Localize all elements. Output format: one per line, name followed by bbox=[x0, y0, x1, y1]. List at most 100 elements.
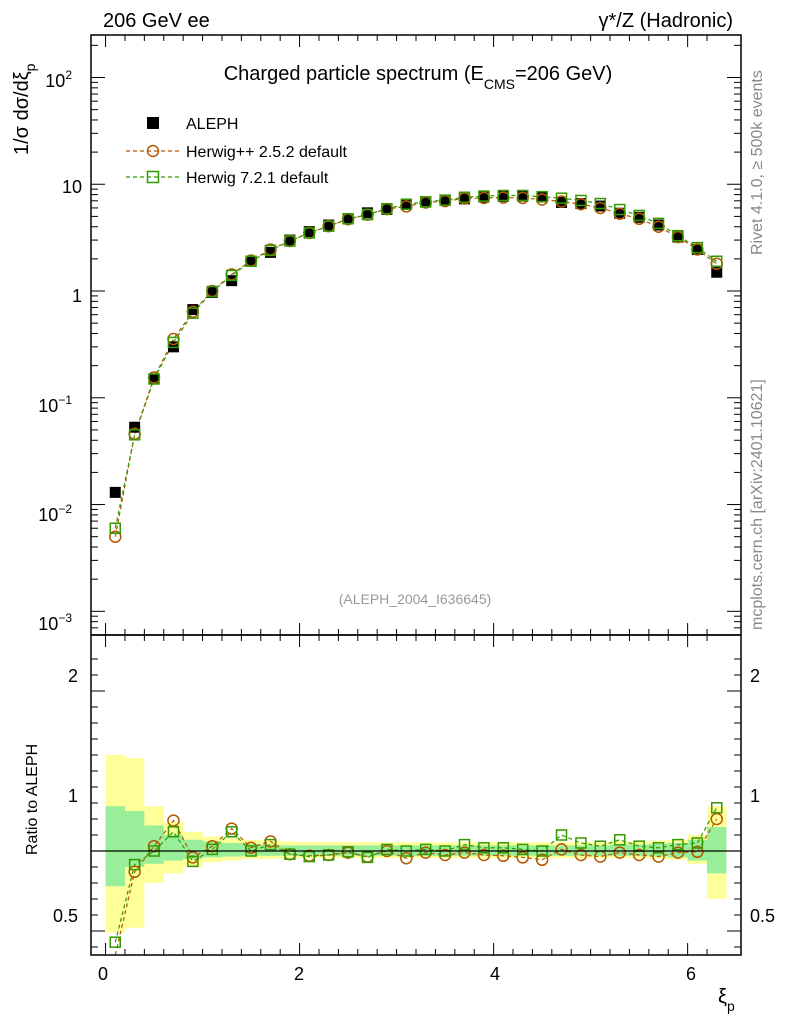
ytick-label-100-base: 10 bbox=[45, 71, 65, 91]
analysis-watermark: (ALEPH_2004_I636645) bbox=[339, 591, 492, 607]
aleph-point bbox=[614, 207, 626, 219]
ratio-bands bbox=[105, 755, 727, 933]
herwig7-point bbox=[613, 203, 626, 216]
aleph-point bbox=[711, 266, 723, 278]
aleph-point bbox=[497, 190, 509, 202]
herwig7-point bbox=[342, 213, 354, 225]
herwig7-ratio-point bbox=[284, 848, 296, 860]
herwig7-point bbox=[245, 255, 257, 268]
ytick-label-1: 1 bbox=[72, 286, 82, 306]
ytick-label-0p1-exp: −1 bbox=[58, 393, 72, 407]
herwig7-point bbox=[381, 202, 393, 215]
herwigpp-ratio-point bbox=[535, 853, 549, 867]
herwig7-ratio-point bbox=[206, 843, 219, 856]
aleph-point bbox=[264, 246, 276, 258]
herwig7-ratio-point bbox=[419, 843, 432, 856]
aleph-point bbox=[400, 198, 412, 210]
herwig7-ratio-point bbox=[128, 858, 141, 871]
herwig7-point bbox=[478, 190, 490, 202]
herwig7-point bbox=[109, 522, 122, 534]
aleph-point bbox=[187, 304, 199, 316]
herwig7-point bbox=[206, 285, 219, 298]
aleph-point bbox=[439, 194, 451, 206]
herwig7-point bbox=[303, 227, 316, 239]
rivet-label: Rivet 4.1.0, ≥ 500k events bbox=[749, 70, 766, 255]
ratio-ytick-label-2: 2 bbox=[68, 666, 78, 686]
title-prefix: Charged particle spectrum (E bbox=[224, 63, 484, 85]
herwig7-point bbox=[419, 196, 432, 208]
aleph-point bbox=[109, 486, 121, 498]
x-axis-label-sub: p bbox=[727, 998, 735, 1014]
ytick-label-0p1: 10−1 bbox=[38, 393, 72, 416]
ytick-label-0p001-base: 10 bbox=[38, 614, 58, 634]
ytick-label-0p01-base: 10 bbox=[38, 505, 58, 525]
herwig7-point bbox=[633, 209, 645, 222]
aleph-point bbox=[536, 191, 548, 203]
herwigpp-ratio-point bbox=[516, 851, 529, 864]
ratio-band-green bbox=[707, 827, 727, 874]
header-left: 206 GeV ee bbox=[103, 10, 210, 32]
herwigpp-ratio-point bbox=[671, 846, 685, 859]
xtick-label-2: 2 bbox=[294, 964, 304, 984]
ytick-label-0p01: 10−2 bbox=[38, 502, 72, 525]
x-axis-label: ξp bbox=[718, 986, 735, 1014]
herwig7-point bbox=[361, 208, 374, 221]
legend-marker-aleph bbox=[147, 117, 159, 129]
ratio-band-green bbox=[221, 843, 242, 857]
axes bbox=[91, 35, 741, 955]
ratio-band-green bbox=[105, 806, 125, 887]
herwigpp-ratio-point bbox=[497, 849, 510, 863]
ratio-line-1 bbox=[114, 818, 718, 956]
aleph-point bbox=[575, 198, 587, 210]
x-axis-label-text: ξ bbox=[718, 986, 727, 1008]
aleph-point bbox=[284, 234, 296, 246]
aleph-point bbox=[672, 231, 684, 243]
ytick-label-0p001-exp: −3 bbox=[58, 611, 72, 625]
herwig7-point bbox=[575, 194, 587, 207]
ratio-band-green bbox=[163, 835, 184, 861]
header-right: γ*/Z (Hadronic) bbox=[599, 10, 733, 32]
plot-title: Charged particle spectrum (ECMS=206 GeV) bbox=[224, 63, 613, 92]
herwigpp-ratio-point bbox=[128, 865, 141, 879]
herwig7-point bbox=[400, 198, 413, 210]
ratio-ytick-label-0p5: 0.5 bbox=[53, 906, 78, 926]
herwig7-point bbox=[284, 235, 296, 247]
herwig7-point bbox=[691, 241, 704, 254]
herwig7-ratio-point bbox=[322, 849, 335, 861]
ratio-panel-frame bbox=[90, 634, 742, 956]
title-sub: CMS bbox=[484, 76, 515, 92]
ytick-label-100-exp: 2 bbox=[65, 68, 72, 82]
y-axis-label-ratio: Ratio to ALEPH bbox=[24, 744, 41, 855]
aleph-point bbox=[517, 190, 529, 202]
herwig7-ratio-point bbox=[381, 843, 393, 856]
herwig7-ratio-point bbox=[167, 826, 180, 838]
herwig7-ratio-point bbox=[652, 842, 665, 854]
herwigpp-ratio-point bbox=[632, 848, 646, 862]
aleph-point bbox=[129, 421, 141, 433]
herwig7-ratio-point bbox=[361, 851, 374, 864]
herwig7-ratio-point bbox=[516, 843, 529, 856]
aleph-point bbox=[420, 196, 432, 208]
herwigpp-ratio-point bbox=[458, 846, 471, 859]
herwig7-point bbox=[167, 336, 180, 349]
ytick-label-0p001: 10−3 bbox=[38, 611, 72, 634]
y-axis-label-top-text: 1/σ dσ/dξ bbox=[11, 71, 33, 155]
herwig7-point bbox=[672, 229, 684, 242]
herwig7-point bbox=[536, 190, 548, 203]
aleph-point bbox=[633, 211, 645, 223]
xtick-label-4: 4 bbox=[490, 964, 500, 984]
aleph-point bbox=[148, 373, 160, 385]
herwig7-ratio-point bbox=[710, 802, 723, 814]
herwigpp-point bbox=[109, 530, 122, 543]
xtick-label-6: 6 bbox=[686, 964, 696, 984]
ytick-label-0p01-exp: −2 bbox=[58, 502, 72, 516]
herwig7-point bbox=[187, 307, 199, 319]
herwig7-ratio-point bbox=[575, 837, 587, 849]
herwig7-ratio-point bbox=[187, 855, 199, 868]
herwig7-point bbox=[652, 217, 665, 230]
legend-label-aleph: ALEPH bbox=[186, 116, 238, 133]
herwig7-point bbox=[439, 194, 451, 206]
ratio-ytick-label-1-right: 1 bbox=[750, 786, 760, 806]
series-line-1 bbox=[114, 196, 718, 537]
